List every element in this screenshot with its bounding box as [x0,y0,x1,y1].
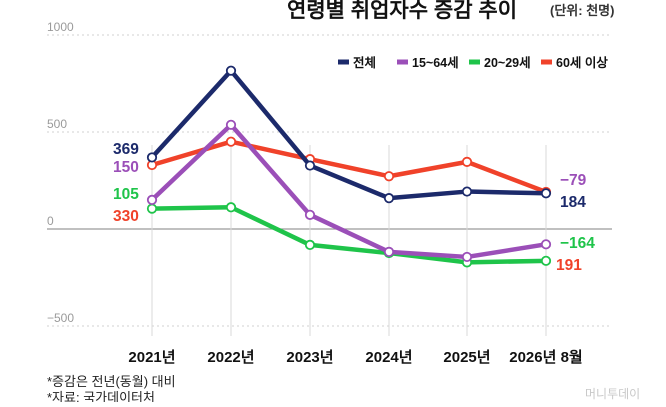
vertical-guide-layer [151,145,547,336]
data-label: −164 [560,235,595,252]
y-tick-label: 1000 [47,20,74,34]
grid-layer [47,34,612,327]
data-label: −79 [560,172,587,189]
series-line [149,139,549,195]
y-tick-label: −500 [47,311,74,325]
series-line [149,205,549,265]
data-point [304,239,316,251]
legend-label: 전체 [353,55,376,70]
data-label: 150 [113,159,139,176]
data-point [304,160,316,171]
data-point [461,186,473,197]
data-label-layer: 369 184 150 −79 105 −164 330 191 [113,141,595,274]
data-point [225,202,237,213]
data-point [383,171,395,182]
data-point [225,65,237,76]
chart-unit: (단위: 천명) [550,3,614,18]
footnote-source: *자료: 국가데이터처 [47,390,155,402]
series-line [149,68,549,201]
data-label: 330 [113,208,139,225]
footnote-change: *증감은 전년(동월) 대비 [47,374,176,389]
legend: 전체 15~64세 20~29세 60세 이상 [330,50,614,75]
data-point [540,188,552,199]
data-point [146,203,158,214]
data-point [146,194,158,205]
y-tick-label: 0 [47,214,54,228]
data-point [225,136,237,147]
data-label: 191 [556,257,582,274]
y-tick-layer: 1000 500 0 −500 [47,20,74,325]
series-line [149,122,549,260]
x-tick-label: 2021년 [128,349,175,366]
data-label: 369 [113,141,139,158]
x-tick-label: 2025년 [443,349,490,366]
data-label: 184 [560,194,586,211]
x-tick-label: 2024년 [365,349,412,366]
legend-label: 15~64세 [412,55,459,70]
x-tick-label: 2023년 [286,349,333,366]
data-label: 105 [113,186,139,203]
data-point [461,156,473,167]
data-point [540,239,552,250]
data-point [383,246,395,257]
series-layer [146,65,552,268]
data-point [383,193,395,204]
chart-title: 연령별 취업자수 증감 추이 [287,0,517,22]
legend-label: 20~29세 [484,55,531,70]
y-tick-label: 500 [47,117,67,131]
x-tick-label: 2022년 [207,349,254,366]
x-tick-label: 2026년 8월 [509,349,582,366]
legend-label: 60세 이상 [556,55,608,70]
data-point [304,209,316,220]
watermark: 머니투데이 [585,387,640,401]
x-tick-layer: 2021년 2022년 2023년 2024년 2025년 2026년 8월 [128,349,582,366]
data-point [540,255,552,266]
data-point [225,119,237,130]
data-point [146,152,158,163]
data-point [461,251,473,263]
